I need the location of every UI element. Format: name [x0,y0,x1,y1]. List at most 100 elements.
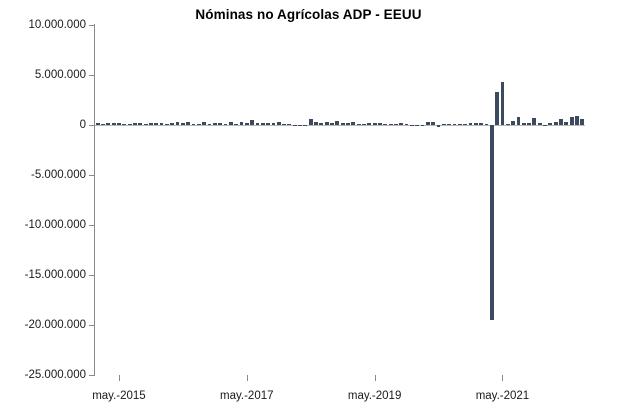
bar [330,123,334,125]
bar [314,122,318,125]
bar [122,123,127,125]
bar [260,123,265,125]
bar [409,124,414,126]
bar [292,124,297,126]
bar [362,123,366,125]
bar [143,123,148,125]
bar [399,122,404,125]
bar [335,120,340,125]
bar [383,124,388,126]
y-tick-mark [89,325,95,326]
bar [244,122,249,125]
x-tick-mark [118,375,120,381]
x-tick-label: may.-2017 [220,390,274,402]
bar [436,125,441,127]
y-tick-mark [89,75,95,76]
bar [340,122,345,125]
bar [367,123,372,125]
bar [356,123,361,125]
bar [133,122,137,125]
bar [218,122,223,125]
bar [202,122,207,125]
bar [420,124,425,126]
bar [441,123,446,125]
bar [250,120,255,125]
bar [319,122,324,125]
bar [149,122,153,125]
y-tick-mark [89,25,95,26]
bar [457,124,462,126]
x-tick-mark [374,375,376,381]
bar [117,123,121,125]
bar [521,122,526,125]
bar [559,119,563,125]
bar [212,123,217,125]
y-tick-mark [89,375,95,376]
bar [463,123,468,125]
chart-title: Nóminas no Agrícolas ADP - EEUU [195,7,422,22]
bar [511,121,515,125]
x-tick-mark [246,375,248,381]
bar [303,125,308,126]
bar [548,123,553,125]
bar [196,123,201,125]
x-tick-label: may.-2021 [475,390,530,402]
bar [175,121,180,125]
x-tick-label: may.-2015 [92,390,146,402]
bar [388,123,393,125]
bar [101,123,105,125]
bar [138,123,143,125]
bar [127,123,132,125]
bar [271,123,276,125]
bar [505,123,510,125]
bar [479,122,484,125]
bar [372,123,377,125]
plot-area [95,25,585,375]
bar [266,122,270,125]
y-tick-mark [89,125,95,126]
bar [239,122,244,125]
y-tick-label: -15.000.000 [24,269,86,281]
bar [180,122,185,125]
bar [447,123,452,125]
bar [207,123,212,125]
bar [489,125,494,320]
bar [111,123,116,125]
bar [484,124,489,126]
y-tick-label: -10.000.000 [24,219,86,231]
y-tick-label: -5.000.000 [31,169,86,181]
bar [404,124,409,126]
y-tick-mark [89,175,95,176]
bar [170,123,175,125]
bar [431,121,436,125]
bar [351,122,356,125]
bar [234,123,239,125]
y-axis-line [94,24,95,376]
bar [569,116,574,125]
zero-baseline [95,125,585,126]
y-tick-mark [89,275,95,276]
bar [378,122,382,125]
bar [543,125,547,127]
y-tick-label: -25.000.000 [24,369,86,381]
bar [95,123,100,125]
bar [324,121,329,125]
bar [415,124,420,126]
y-tick-label: 0 [79,119,86,131]
bar [276,122,281,125]
bar [223,123,228,125]
bar [580,118,585,125]
x-tick-mark [502,375,504,381]
bar [186,121,191,125]
bar [500,81,505,125]
bar [346,123,350,125]
bar [516,117,521,125]
bar [473,123,478,125]
bar [468,123,473,125]
bar [564,121,569,125]
bar [532,118,537,125]
bar [255,123,260,125]
bar [282,123,286,125]
bar [308,118,313,125]
